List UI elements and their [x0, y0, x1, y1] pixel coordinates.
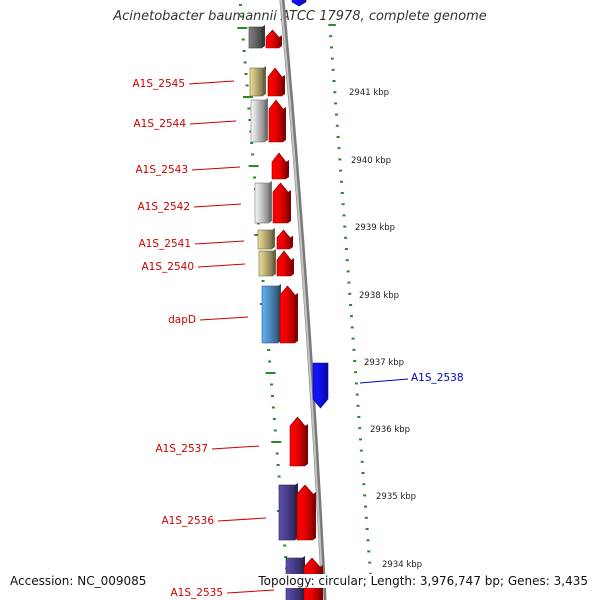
scale-label: 2937 kbp	[364, 358, 404, 368]
forward-cds-arrow-side	[283, 107, 286, 142]
gene-block-side	[269, 181, 272, 223]
gene-label: A1S_2536	[162, 515, 215, 527]
forward-cds-arrow-side	[305, 424, 308, 466]
callout-line	[211, 445, 260, 450]
feature-track	[248, 0, 329, 600]
scale-label: 2941 kbp	[349, 88, 389, 98]
backbone-highlight	[280, 0, 324, 600]
map-title: Acinetobacter baumannii ATCC 17978, comp…	[113, 9, 487, 24]
gene-label: dapD	[168, 314, 196, 326]
forward-cds-arrow	[265, 29, 280, 49]
gene-label: A1S_2541	[139, 238, 192, 250]
forward-cds-arrow-side	[279, 35, 282, 48]
callout-line	[199, 316, 249, 321]
gene-block-side	[272, 228, 275, 249]
callout-line	[189, 120, 237, 125]
scale-label: 2936 kbp	[370, 425, 410, 435]
gene-block	[250, 99, 266, 143]
forward-cds-arrow	[276, 250, 292, 277]
forward-cds-arrow	[296, 484, 314, 541]
callout-line	[226, 589, 275, 594]
forward-cds-arrow	[289, 416, 306, 467]
gene-block-side	[273, 249, 276, 276]
callout-lines	[188, 80, 409, 594]
forward-cds-arrow	[268, 99, 284, 143]
callout-line	[193, 203, 242, 208]
gene-block	[254, 182, 270, 224]
scale-label: 2938 kbp	[359, 291, 399, 301]
forward-cds-arrow-side	[282, 75, 285, 96]
callout-line	[188, 80, 235, 85]
forward-cds-arrow-side	[286, 160, 289, 179]
forward-cds-arrow-side	[313, 492, 316, 540]
scale-label: 2940 kbp	[351, 156, 391, 166]
gene-block	[257, 229, 273, 250]
forward-cds-arrow	[279, 285, 296, 344]
gene-label: A1S_2544	[134, 118, 187, 130]
gene-block-side	[263, 66, 266, 96]
gene-block	[258, 250, 274, 277]
forward-cds-arrow	[271, 152, 287, 180]
scale-label: 2935 kbp	[376, 492, 416, 502]
forward-cds-arrow-side	[290, 235, 293, 249]
forward-cds-arrow-side	[291, 258, 294, 276]
reverse-cds-arrow	[312, 362, 329, 409]
gene-label: A1S_2542	[138, 201, 191, 213]
topology-text: Topology: circular; Length: 3,976,747 bp…	[256, 574, 590, 588]
forward-cds-arrow	[276, 229, 291, 250]
gene-block	[278, 484, 296, 541]
callout-line	[194, 240, 245, 245]
gene-label: A1S_2543	[136, 164, 189, 176]
accession-text: Accession: NC_009085	[8, 574, 149, 588]
gene-label: A1S_2540	[142, 261, 195, 273]
gene-block	[249, 67, 264, 97]
reverse-cds-arrow	[291, 0, 307, 7]
outer-tick-track	[328, 24, 373, 586]
callout-line	[359, 378, 409, 384]
gene-label: A1S_2535	[171, 587, 224, 599]
forward-cds-arrow	[267, 67, 283, 97]
scale-label: 2939 kbp	[355, 223, 395, 233]
gene-block	[248, 26, 263, 49]
gene-block-side	[262, 25, 265, 48]
callout-line	[197, 263, 246, 268]
forward-cds-arrow-side	[295, 293, 298, 343]
gene-label: A1S_2538	[411, 372, 464, 384]
gene-block	[261, 285, 279, 344]
callout-line	[191, 166, 241, 171]
forward-cds-arrow-side	[288, 190, 291, 223]
forward-cds-arrow	[272, 182, 289, 224]
gene-label: A1S_2537	[156, 443, 209, 455]
scale-label: 2934 kbp	[382, 560, 422, 570]
gene-label: A1S_2545	[133, 78, 186, 90]
scale-labels: 2941 kbp 2940 kbp 2939 kbp 2938 kbp 2937 kbp…	[349, 88, 422, 570]
gene-block-side	[265, 98, 268, 142]
genome-backbone	[279, 0, 327, 600]
gene-labels: A1S_2545 A1S_2544 A1S_2543 A1S_2542 A1S_2541…	[133, 78, 464, 599]
callout-line	[217, 517, 267, 522]
